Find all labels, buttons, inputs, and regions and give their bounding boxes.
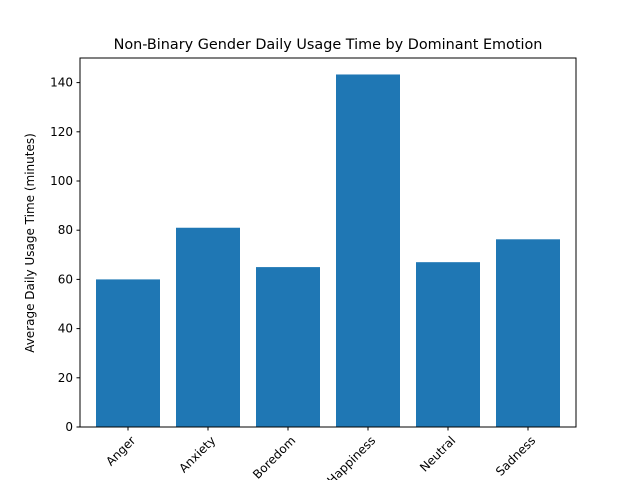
plot-frame <box>79 57 577 428</box>
y-tick-label: 140 <box>50 76 73 90</box>
x-tick-label: Boredom <box>250 433 298 480</box>
bar-boredom <box>256 267 320 427</box>
bar-happiness <box>336 74 400 428</box>
y-tick-label: 40 <box>58 322 73 336</box>
y-tick-label: 80 <box>58 223 73 237</box>
y-axis: 0 20 40 60 80 100 120 140 <box>50 76 80 434</box>
bar-sadness <box>496 239 560 427</box>
x-tick-label: Neutral <box>417 433 458 474</box>
bar-anger <box>96 279 160 427</box>
bar-neutral <box>416 262 480 427</box>
chart-title: Non-Binary Gender Daily Usage Time by Do… <box>114 37 543 53</box>
x-tick-label: Anger <box>103 433 138 468</box>
y-axis-label: Average Daily Usage Time (minutes) <box>23 133 37 353</box>
y-tick-label: 60 <box>58 272 73 286</box>
bar-anxiety <box>176 227 240 427</box>
x-tick-label: Sadness <box>493 433 538 478</box>
bars <box>96 74 560 428</box>
x-tick-label: Anxiety <box>176 433 218 475</box>
y-tick-label: 100 <box>50 174 73 188</box>
y-tick-label: 120 <box>50 125 73 139</box>
y-tick-label: 0 <box>65 420 73 434</box>
x-tick-label: Happiness <box>324 433 378 480</box>
x-axis: Anger Anxiety Boredom Happiness Neutral Sadne… <box>103 427 538 480</box>
y-tick-label: 20 <box>58 371 73 385</box>
